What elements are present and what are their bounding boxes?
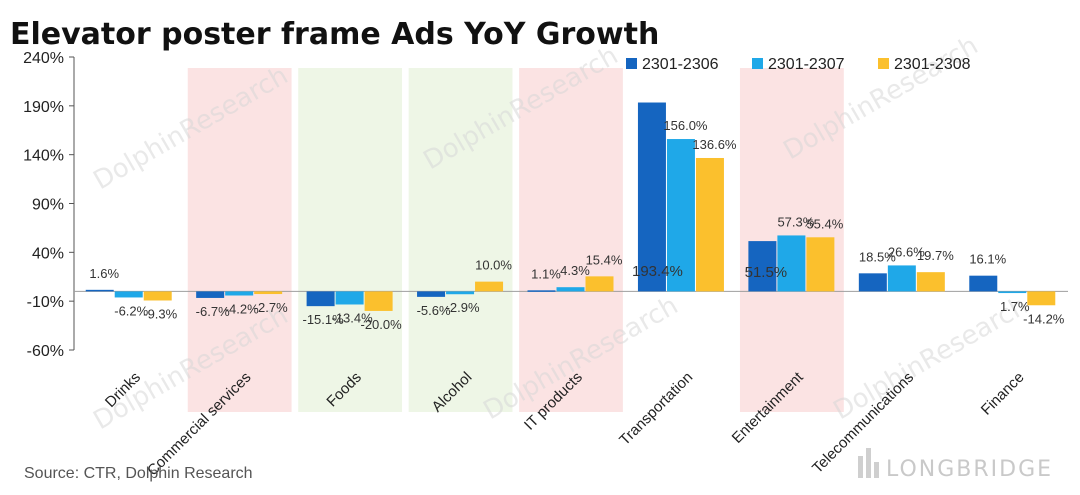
brand-logo-bar	[858, 456, 863, 478]
data-labels: 1.6% -6.7% -15.1% -5.6% 1.1% 193.4% 51.5% 18.5%…	[89, 118, 1064, 332]
bar-2301-2308-drinks	[143, 291, 172, 301]
bar-2301-2306-commercial-services	[196, 291, 225, 298]
legend-label-2301-2308: 2301-2308	[894, 56, 971, 73]
bar-2301-2307-it-products	[556, 287, 585, 292]
legend-swatch-2301-2308	[878, 58, 889, 69]
data-label-2301-2307-commercial-services: -4.2%	[225, 302, 259, 317]
bar-2301-2308-telecommunications	[916, 272, 945, 292]
bar-2301-2308-alcohol	[475, 281, 504, 292]
y-tick-label: 40%	[32, 245, 64, 262]
y-tick-label: 140%	[23, 148, 64, 165]
bar-2301-2307-finance	[998, 291, 1027, 294]
bar-2301-2306-telecommunications	[858, 273, 887, 292]
bar-series	[85, 102, 1056, 311]
bar-2301-2308-foods	[364, 291, 393, 311]
x-tick-label-transportation: Transportation	[616, 369, 696, 449]
bar-2301-2307-alcohol	[446, 291, 475, 295]
brand-logo: LONGBRIDGE	[858, 448, 1053, 482]
data-label-2301-2308-alcohol: 10.0%	[475, 258, 512, 273]
data-label-2301-2307-transportation: 156.0%	[663, 118, 708, 133]
bar-2301-2307-drinks	[114, 291, 143, 298]
data-label-2301-2308-finance: -14.2%	[1023, 311, 1065, 326]
y-tick-label: 190%	[23, 99, 64, 116]
data-label-2301-2308-drinks: -9.3%	[143, 306, 177, 321]
data-label-2301-2307-finance: 1.7%	[1000, 299, 1030, 314]
bar-2301-2306-it-products	[527, 290, 556, 292]
data-label-2301-2306-transportation: 193.4%	[632, 263, 683, 280]
y-tick-label: 90%	[32, 197, 64, 214]
data-label-2301-2308-entertainment: 55.4%	[806, 216, 843, 231]
data-label-2301-2308-it-products: 15.4%	[586, 252, 623, 267]
y-tick-label: -10%	[27, 294, 64, 311]
y-axis: 240% 190% 140% 90% 40% -10% -60%	[23, 50, 75, 360]
data-label-2301-2306-foods: -15.1%	[303, 312, 345, 327]
brand-logo-bar	[874, 462, 879, 478]
brand-logo-bar	[866, 448, 871, 478]
data-label-2301-2306-alcohol: -5.6%	[417, 303, 451, 318]
highlight-band-alcohol	[408, 68, 513, 412]
data-label-2301-2308-telecommunications: 19.7%	[917, 248, 954, 263]
bar-2301-2306-transportation	[637, 102, 666, 292]
data-label-2301-2306-finance: 16.1%	[969, 252, 1006, 267]
bar-2301-2308-commercial-services	[254, 291, 283, 295]
data-label-2301-2308-transportation: 136.6%	[692, 137, 737, 152]
data-label-2301-2307-telecommunications: 26.6%	[888, 244, 925, 259]
highlight-band-it-products	[519, 68, 623, 412]
bar-2301-2306-drinks	[85, 289, 114, 292]
source-note: Source: CTR, Dolphin Research	[24, 465, 253, 482]
legend-label-2301-2306: 2301-2306	[642, 56, 719, 73]
bar-2301-2307-commercial-services	[225, 291, 254, 296]
data-label-2301-2307-it-products: 4.3%	[560, 263, 590, 278]
y-tick-label: -60%	[27, 343, 64, 360]
legend: 2301-2306 2301-2307 2301-2308	[626, 56, 971, 73]
data-label-2301-2306-telecommunications: 18.5%	[859, 249, 896, 264]
chart-title: Elevator poster frame Ads YoY Growth	[10, 17, 659, 52]
highlight-band-foods	[298, 68, 403, 412]
data-label-2301-2307-foods: -13.4%	[332, 310, 374, 325]
bar-2301-2308-transportation	[695, 157, 724, 292]
legend-swatch-2301-2307	[752, 58, 763, 69]
bar-2301-2306-finance	[969, 275, 998, 292]
bar-2301-2307-telecommunications	[887, 265, 916, 292]
data-label-2301-2308-foods: -20.0%	[361, 317, 403, 332]
data-label-2301-2306-entertainment: 51.5%	[745, 264, 788, 281]
bar-2301-2308-entertainment	[806, 237, 835, 292]
bar-2301-2306-entertainment	[748, 241, 777, 292]
highlight-band-commercial-services	[187, 68, 292, 412]
bar-2301-2307-transportation	[666, 139, 695, 292]
data-label-2301-2306-commercial-services: -6.7%	[196, 304, 230, 319]
data-label-2301-2308-commercial-services: -2.7%	[254, 300, 288, 315]
data-label-2301-2307-drinks: -6.2%	[114, 303, 148, 318]
y-tick-label: 240%	[23, 50, 64, 67]
bar-2301-2306-foods	[306, 291, 335, 307]
data-label-2301-2306-it-products: 1.1%	[531, 266, 561, 281]
bar-2301-2307-foods	[335, 291, 364, 305]
legend-label-2301-2307: 2301-2307	[768, 56, 845, 73]
data-label-2301-2306-drinks: 1.6%	[89, 266, 119, 281]
bar-2301-2308-it-products	[585, 276, 614, 292]
brand-name: LONGBRIDGE	[886, 457, 1053, 482]
legend-swatch-2301-2306	[626, 58, 637, 69]
data-label-2301-2307-entertainment: 57.3%	[777, 214, 814, 229]
data-label-2301-2307-alcohol: -2.9%	[446, 300, 480, 315]
bar-2301-2308-finance	[1027, 291, 1056, 306]
bar-2301-2307-entertainment	[777, 235, 806, 292]
x-tick-label-finance: Finance	[978, 369, 1028, 419]
bar-2301-2306-alcohol	[417, 291, 446, 297]
